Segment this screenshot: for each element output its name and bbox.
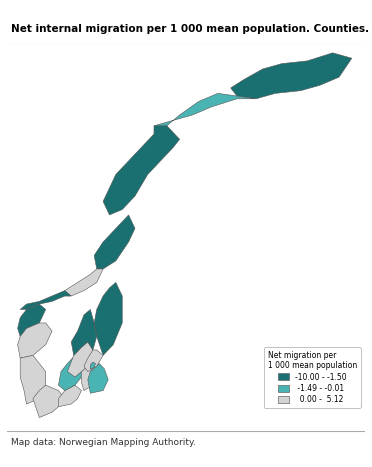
Polygon shape [94,283,122,355]
Polygon shape [67,342,93,377]
Polygon shape [58,385,81,407]
Polygon shape [154,93,256,134]
Polygon shape [17,304,46,337]
Polygon shape [20,290,71,310]
Polygon shape [81,366,94,390]
Text: Map data: Norwegian Mapping Authority.: Map data: Norwegian Mapping Authority. [11,438,196,446]
Polygon shape [65,269,103,296]
Polygon shape [20,355,46,404]
Polygon shape [103,126,180,215]
Polygon shape [90,362,96,369]
Legend: -10.00 - -1.50,  -1.49 - -0.01,   0.00 -  5.12: -10.00 - -1.50, -1.49 - -0.01, 0.00 - 5.… [264,347,361,408]
Polygon shape [58,355,81,390]
Polygon shape [88,363,108,393]
Polygon shape [33,385,65,417]
Polygon shape [17,323,52,358]
Polygon shape [71,310,97,355]
Text: Net internal migration per 1 000 mean population. Counties. 2005: Net internal migration per 1 000 mean po… [11,24,372,35]
Polygon shape [84,350,103,372]
Polygon shape [94,215,135,269]
Polygon shape [231,53,352,99]
